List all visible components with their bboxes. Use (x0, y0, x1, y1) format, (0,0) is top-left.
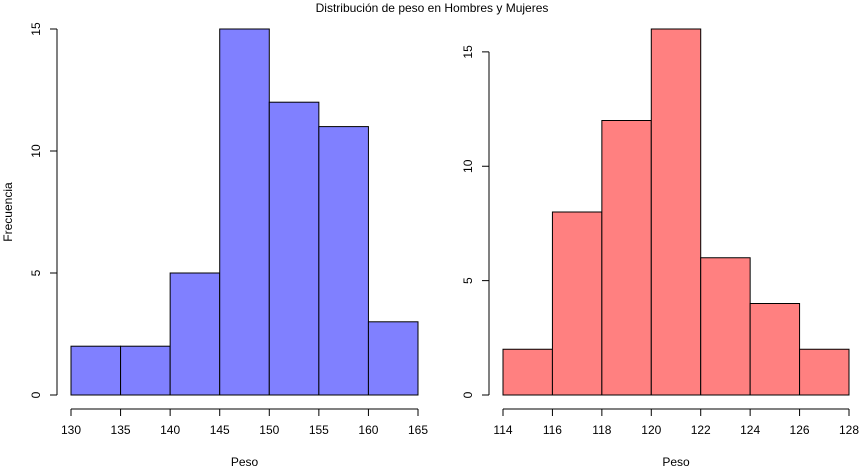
x-tick-label: 130 (61, 423, 81, 437)
x-tick-label: 145 (210, 423, 230, 437)
x-tick-label: 128 (839, 423, 859, 437)
y-tick-label: 0 (461, 391, 475, 398)
y-tick-label: 5 (29, 269, 43, 276)
x-tick-label: 160 (358, 423, 378, 437)
x-tick-label: 118 (592, 423, 611, 437)
x-tick-label: 140 (160, 423, 180, 437)
x-tick-label: 165 (408, 423, 428, 437)
y-tick-label: 10 (461, 159, 475, 173)
x-tick-label: 120 (641, 423, 661, 437)
x-tick-label: 124 (740, 423, 760, 437)
x-tick-label: 116 (543, 423, 562, 437)
y-tick-label: 0 (29, 391, 43, 398)
histogram-bar (700, 257, 751, 396)
histogram-bar (601, 120, 652, 396)
panel-right: 114 116 118 120 122 124 126 128 0 5 10 15 Peso (461, 28, 859, 468)
histogram-bar (219, 28, 270, 396)
y-tick-label: 15 (29, 22, 43, 36)
histogram-bar (799, 348, 850, 396)
y-tick-label: 5 (461, 277, 475, 284)
histogram-bar (169, 272, 221, 396)
x-tick-label: 114 (493, 423, 512, 437)
histogram-bar (650, 28, 702, 396)
panel-left: 130 135 140 145 150 155 160 165 0 5 10 15 Peso Frecue… (1, 22, 428, 468)
figure-title: Distribución de peso en Hombres y Mujere… (316, 1, 549, 15)
histogram-bar (70, 345, 122, 396)
histogram-bar (318, 126, 369, 396)
x-tick-label: 122 (691, 423, 711, 437)
y-tick-label: 10 (29, 144, 43, 158)
histogram-bar (367, 321, 419, 396)
y-tick-label: 15 (461, 45, 475, 59)
x-axis-label: Peso (662, 455, 690, 468)
histogram-bar (502, 348, 553, 396)
histogram-bar (268, 101, 320, 396)
x-tick-label: 150 (259, 423, 279, 437)
y-axis-label: Frecuencia (1, 182, 15, 242)
x-tick-label: 135 (111, 423, 131, 437)
x-tick-label: 126 (790, 423, 810, 437)
histogram-bar (120, 345, 171, 396)
histogram-bar (551, 211, 603, 396)
x-axis-label: Peso (231, 455, 259, 468)
x-tick-label: 155 (309, 423, 329, 437)
histogram-bar (749, 303, 801, 396)
